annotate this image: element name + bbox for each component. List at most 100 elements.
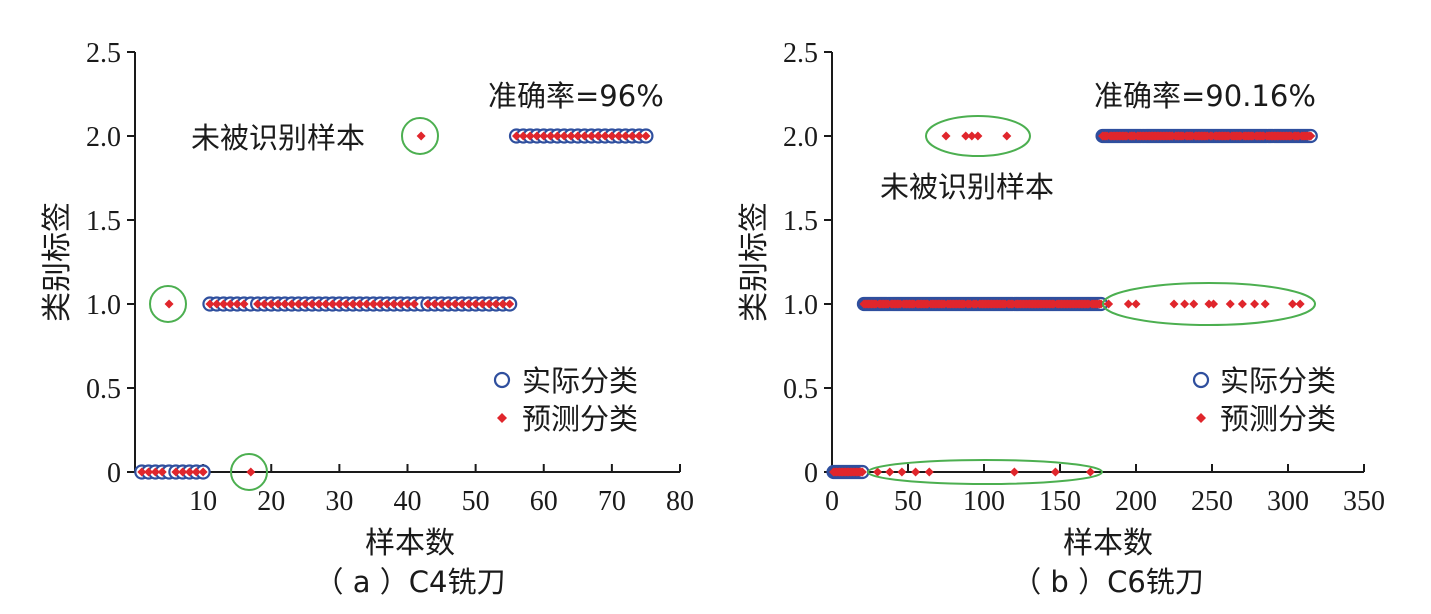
panel-a-predicted-point-58 <box>525 131 535 141</box>
panel-b-predicted-point-182 <box>1104 299 1114 309</box>
panel-a-predicted-point-62 <box>552 131 562 141</box>
panel-b-highlight-ellipse-top <box>925 115 1031 157</box>
panel-b-predicted-point-248 <box>1204 299 1214 309</box>
panel-b-predicted-point-147 <box>1050 467 1060 477</box>
panel-b-predicted-point-120 <box>1009 467 1019 477</box>
panel-a-predicted-point-23 <box>287 299 297 309</box>
panel-b-xtick-label-5: 250 <box>1191 486 1233 517</box>
panel-a-predicted-point-57 <box>518 131 528 141</box>
panel-b-predicted-point-195 <box>1123 299 1133 309</box>
panel-b-predicted-points <box>829 131 1316 477</box>
panel-a-predicted-point-75 <box>641 131 651 141</box>
panel-b-predicted-point-75 <box>941 131 951 141</box>
panel-a-predicted-point-8 <box>185 467 194 477</box>
panel-b-xtick-label-4: 200 <box>1115 486 1157 517</box>
panel-a-xtick-label-2: 30 <box>325 486 353 517</box>
panel-a-predicted-point-65 <box>573 131 583 141</box>
panel-a-predicted-point-42 <box>416 131 426 141</box>
panel-a-predicted-point-72 <box>621 131 630 141</box>
panel-a-accuracy-label: 准确率=96% <box>488 79 664 113</box>
panel-a-predicted-point-51 <box>477 299 487 309</box>
panel-b-y-axis-label: 类别标签 <box>737 202 772 322</box>
panel-b-ytick-label-3: 1.5 <box>783 206 818 237</box>
panel-a-predicted-point-61 <box>546 131 556 141</box>
panel-a-predicted-point-69 <box>600 131 610 141</box>
panel-b-xtick-label-3: 150 <box>1039 486 1081 517</box>
panel-a-predicted-point-13 <box>219 299 229 309</box>
panel-b-legend-predicted-label: 预测分类 <box>1220 402 1336 436</box>
panel-a-predicted-point-6 <box>171 467 181 477</box>
panel-a-x-axis-label: 样本数 <box>365 526 455 561</box>
panel-a-x-ticks: 10 20 30 40 50 60 70 80 <box>189 464 694 517</box>
panel-a-predicted-point-17 <box>246 467 256 477</box>
panel-b-ytick-label-2: 1.0 <box>783 290 818 321</box>
panel-a-predicted-point-16 <box>239 299 249 309</box>
panel-a-xtick-label-1: 20 <box>257 486 285 517</box>
panel-b-xtick-label-6: 300 <box>1267 486 1309 517</box>
panel-a-predicted-point-19 <box>259 299 269 309</box>
panel-b-x-ticks: 0 50 100 150 200 250 300 350 <box>825 464 1385 517</box>
panel-a-predicted-point-22 <box>280 299 290 309</box>
panel-a-predicted-point-1 <box>137 467 147 477</box>
panel-a-predicted-point-15 <box>232 299 242 309</box>
panel-b-predicted-point-270 <box>1237 299 1247 309</box>
panel-a-ytick-label-2: 1.0 <box>86 290 121 321</box>
panel-b-predicted-point-55 <box>911 467 921 477</box>
panel-a-highlight-ring-1 <box>149 285 187 323</box>
panel-b-predicted-point-278 <box>1250 299 1260 309</box>
panel-a-predicted-point-35 <box>368 299 378 309</box>
panel-a-annotation: 未被识别样本 <box>191 121 365 155</box>
panel-b-predicted-point-30 <box>873 467 883 477</box>
panel-b-predicted-point-200 <box>1131 299 1141 309</box>
panel-b-y-ticks: 0 0.5 1.0 1.5 2.0 2.5 <box>783 38 832 489</box>
panel-b-ytick-label-4: 2.0 <box>783 122 818 153</box>
panel-b-predicted-point-262 <box>1225 299 1235 309</box>
panel-a-predicted-point-55 <box>505 299 515 309</box>
panel-a-ytick-label-0: 0 <box>107 458 121 489</box>
panel-a-predicted-point-21 <box>273 299 283 309</box>
panel-b-predicted-point-308 <box>1295 299 1305 309</box>
panel-a-predicted-point-64 <box>566 131 576 141</box>
panel-a-predicted-point-56 <box>512 131 521 141</box>
panel-a-predicted-point-59 <box>532 131 542 141</box>
panel-a-predicted-point-10 <box>198 467 208 477</box>
panel-a-predicted-point-37 <box>382 299 392 309</box>
panel-a-predicted-point-2 <box>144 467 154 477</box>
panel-a-legend-actual-marker <box>493 371 511 389</box>
panel-a-highlight-ring-3 <box>401 117 439 155</box>
panel-a-xtick-label-6: 70 <box>598 486 626 517</box>
panel-a-xtick-label-5: 60 <box>530 486 558 517</box>
panel-b-predicted-point-232 <box>1180 299 1190 309</box>
panel-a-predicted-point-68 <box>593 131 603 141</box>
panel-a-highlight-ring-2 <box>230 453 268 491</box>
panel-b-predicted-point-96 <box>973 131 983 141</box>
panel-a-legend: 实际分类 预测分类 <box>493 364 638 436</box>
panel-b-legend: 实际分类 预测分类 <box>1192 364 1336 436</box>
panel-a-caption: （ a ）C4铣刀 <box>315 565 506 599</box>
panel-a-predicted-point-31 <box>341 299 351 309</box>
panel-a-predicted-point-66 <box>580 131 590 141</box>
panel-a-predicted-point-49 <box>464 299 474 309</box>
panel-b-xtick-label-2: 100 <box>963 486 1005 517</box>
panel-b-xtick-label-1: 50 <box>894 486 922 517</box>
panel-a-predicted-point-5 <box>164 299 174 309</box>
panel-a-predicted-point-30 <box>334 299 344 309</box>
panel-b-highlight-ellipse-bottom <box>867 459 1103 485</box>
panel-a-predicted-points <box>137 131 651 477</box>
panel-b-predicted-point-303 <box>1288 299 1298 309</box>
panel-a-ytick-label-5: 2.5 <box>86 38 121 69</box>
panel-a-predicted-point-32 <box>348 299 358 309</box>
panel-a-predicted-point-74 <box>634 131 644 141</box>
panel-a-predicted-point-39 <box>396 299 406 309</box>
panel-a-predicted-point-33 <box>355 299 365 309</box>
panel-b-predicted-point-170 <box>1085 467 1095 477</box>
panel-a-legend-actual-label: 实际分类 <box>522 364 638 398</box>
panel-a-predicted-point-3 <box>150 467 160 477</box>
panel-b-predicted-point-38 <box>885 467 895 477</box>
panel-a-predicted-point-12 <box>212 299 222 309</box>
panel-a-predicted-point-4 <box>157 467 167 477</box>
panel-a-ytick-label-1: 0.5 <box>86 374 121 405</box>
panel-a-predicted-point-43 <box>423 299 433 309</box>
panel-a-predicted-point-14 <box>225 299 235 309</box>
